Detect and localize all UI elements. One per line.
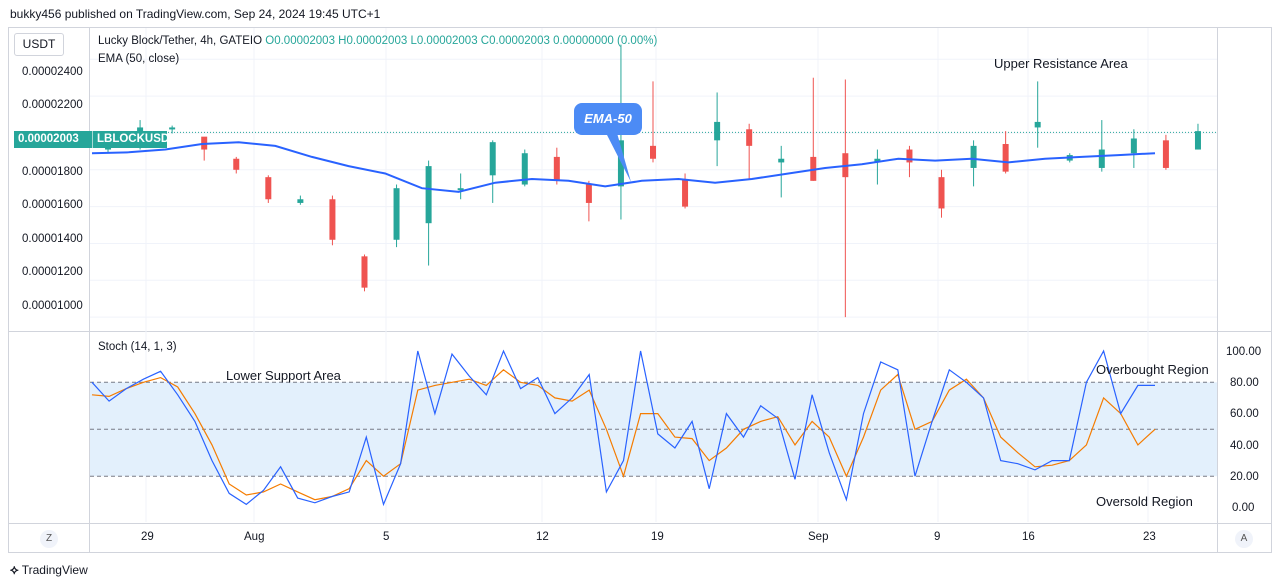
auto-scale-button[interactable]: A (1235, 530, 1253, 548)
candle-body (1034, 121, 1041, 128)
candle-body (1098, 149, 1105, 168)
price-tick: 0.00001800 (22, 166, 83, 178)
candles (105, 44, 1201, 318)
stoch-k-line (91, 349, 1155, 507)
candle-body (265, 177, 272, 200)
candle-body (361, 256, 368, 288)
candle-body (1194, 131, 1201, 150)
ema-50-line (91, 141, 1156, 193)
published-header: bukky456 published on TradingView.com, S… (10, 7, 381, 21)
candle-body (970, 145, 977, 168)
ema-callout: EMA-50 (574, 103, 642, 135)
time-tick: 23 (1143, 531, 1156, 543)
left-axis-separator (89, 27, 90, 553)
candle-body (1162, 140, 1169, 168)
candle-body (1002, 144, 1009, 172)
stoch-tick: 60.00 (1230, 408, 1259, 420)
currency-selector[interactable]: USDT (14, 33, 64, 56)
price-tick: 0.00001600 (22, 199, 83, 211)
candle-body (938, 177, 945, 209)
price-tick: 0.00001200 (22, 266, 83, 278)
ohlc-low: L0.00002003 (410, 35, 478, 47)
current-price-symbol: LBLOCKUSDT (92, 131, 176, 148)
candle-body (585, 184, 592, 203)
overbought-label: Overbought Region (1096, 362, 1209, 377)
callout-pointer (606, 133, 631, 182)
candle-body (874, 158, 881, 163)
candle-body (169, 127, 176, 130)
ohlc-open: O0.00002003 (265, 35, 335, 47)
symbol-legend[interactable]: Lucky Block/Tether, 4h, GATEIO O0.000020… (98, 35, 657, 47)
current-price-badge: 0.00002003 LBLOCKUSDT (14, 131, 176, 148)
candle-body (521, 153, 528, 185)
oversold-label: Oversold Region (1096, 494, 1193, 509)
stoch-reference-lines (90, 381, 1217, 477)
upper-resistance-label: Upper Resistance Area (994, 56, 1128, 71)
ohlc-change: 0.00000000 (0.00%) (553, 35, 658, 47)
current-price-value: 0.00002003 (18, 133, 79, 145)
candle-body (457, 188, 464, 191)
candle-body (714, 121, 721, 141)
ohlc-close: C0.00002003 (480, 35, 550, 47)
ohlc-high: H0.00002003 (338, 35, 408, 47)
price-tick: 0.00002400 (22, 66, 83, 78)
candle-body (329, 199, 336, 240)
pane-separator (8, 331, 1272, 332)
time-tick: Sep (808, 531, 829, 543)
time-tick: 12 (536, 531, 549, 543)
zoom-reset-button[interactable]: Z (40, 530, 58, 548)
symbol-title: Lucky Block/Tether, 4h, GATEIO (98, 35, 263, 47)
stoch-tick: 40.00 (1230, 440, 1259, 452)
stoch-tick: 20.00 (1230, 471, 1259, 483)
candle-body (746, 129, 753, 146)
time-tick: 19 (651, 531, 664, 543)
ema-legend[interactable]: EMA (50, close) (98, 53, 180, 65)
stoch-tick: 80.00 (1230, 377, 1259, 389)
right-axis-separator (1217, 27, 1218, 553)
tradingview-footer: ⟡ TradingView (10, 562, 88, 578)
tradingview-logo-icon: ⟡ (10, 562, 19, 577)
lower-support-label: Lower Support Area (226, 368, 341, 383)
candle-body (778, 158, 785, 163)
candle-body (906, 149, 913, 163)
time-tick: 9 (934, 531, 941, 543)
candle-body (682, 179, 689, 207)
candle-body (553, 156, 560, 181)
candle-body (393, 188, 400, 240)
price-tick: 0.00001000 (22, 300, 83, 312)
time-tick: Aug (244, 531, 265, 543)
stoch-tick: 100.00 (1226, 346, 1262, 358)
price-tick: 0.00002200 (22, 99, 83, 111)
time-tick: 29 (141, 531, 154, 543)
candle-body (1130, 138, 1137, 154)
candle-body (489, 142, 496, 176)
candle-body (297, 199, 304, 203)
stoch-d-line (91, 369, 1156, 501)
stoch-legend[interactable]: Stoch (14, 1, 3) (98, 341, 177, 353)
candle-body (233, 158, 240, 170)
time-tick: 16 (1022, 531, 1035, 543)
candle-body (425, 166, 432, 224)
candle-body (617, 140, 624, 187)
chart-frame (8, 27, 1272, 553)
footer-brand: TradingView (21, 563, 88, 577)
time-tick: 5 (383, 531, 390, 543)
grid-lines (90, 28, 1217, 522)
price-tick: 0.00001400 (22, 233, 83, 245)
time-axis-separator (8, 523, 1272, 524)
stoch-tick: 0.00 (1232, 502, 1255, 514)
candle-body (650, 145, 656, 159)
